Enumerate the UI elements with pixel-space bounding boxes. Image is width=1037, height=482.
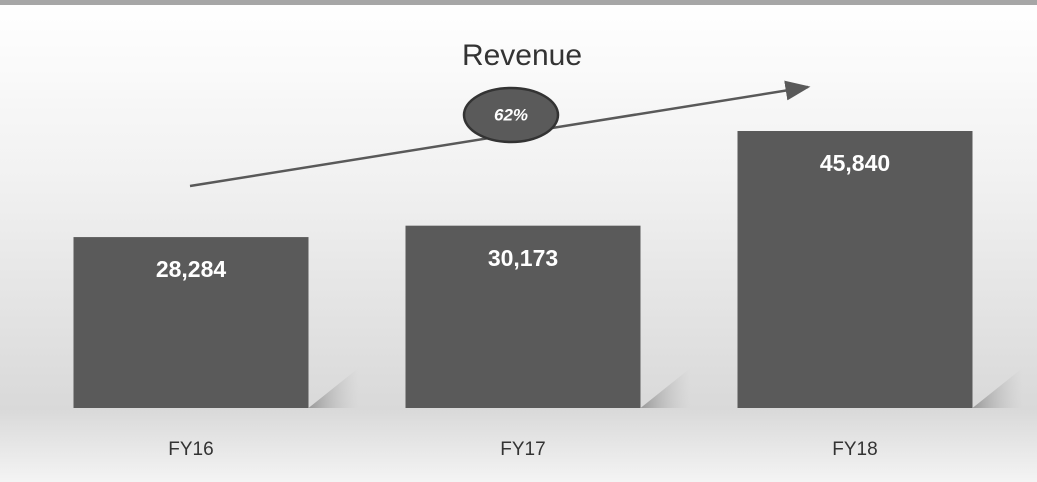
- bar-shadow: [972, 368, 1023, 408]
- growth-badge: [462, 86, 560, 144]
- x-tick-label: FY16: [168, 439, 213, 460]
- top-border: [0, 0, 1037, 5]
- value-label: 30,173: [488, 245, 558, 271]
- bar: [737, 131, 973, 408]
- chart-title: Revenue: [462, 39, 582, 72]
- growth-label: 62%: [494, 105, 528, 124]
- x-tick-label: FY18: [832, 439, 877, 460]
- value-label: 45,840: [820, 150, 890, 176]
- value-label: 28,284: [156, 256, 227, 282]
- bar-shadow: [640, 368, 691, 408]
- x-tick-label: FY17: [500, 439, 545, 460]
- bar: [73, 237, 309, 408]
- bar: [405, 225, 641, 408]
- bars: 28,284 FY16 30,173 FY17 45,840 FY18: [73, 131, 1023, 460]
- bar-shadow: [308, 368, 359, 408]
